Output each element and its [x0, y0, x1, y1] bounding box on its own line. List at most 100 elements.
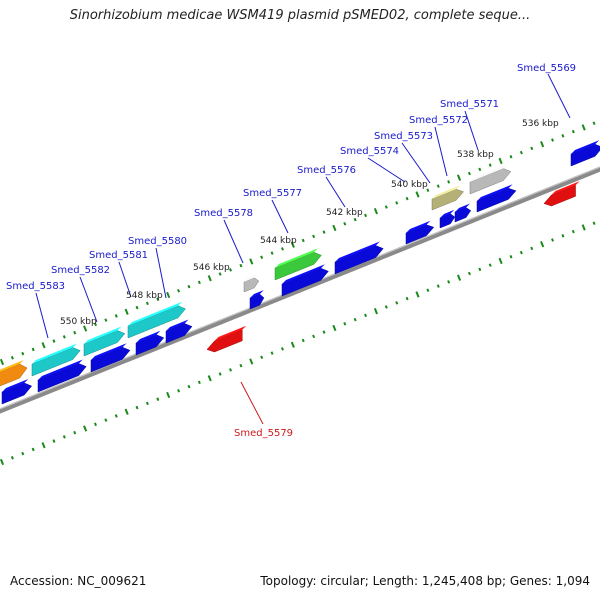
- inner-tick: [177, 389, 181, 393]
- inner-tick: [197, 380, 201, 385]
- outer-tick: [260, 255, 264, 260]
- outer-tick: [395, 201, 399, 205]
- reverse-gene-arrow-bevel: [551, 181, 580, 196]
- inner-tick: [519, 250, 523, 255]
- outer-tick: [239, 263, 243, 268]
- kbp-label-548: 548 kbp: [126, 291, 163, 301]
- outer-tick: [249, 258, 254, 265]
- gene-label-smed-5583[interactable]: Smed_5583: [6, 281, 65, 292]
- cyan-feature-arrow-bevel: [128, 301, 183, 326]
- outer-tick: [270, 251, 274, 255]
- outer-tick: [21, 351, 25, 356]
- outer-tick: [145, 301, 149, 306]
- gene-label-smed-5581[interactable]: Smed_5581: [89, 250, 148, 261]
- outer-tick: [197, 280, 201, 285]
- inner-tick: [540, 241, 545, 248]
- reverse-gene-arrow-bevel: [214, 325, 247, 342]
- inner-tick: [290, 341, 295, 348]
- gene-label-smed-5573[interactable]: Smed_5573: [374, 131, 433, 142]
- khaki-feature-arrow-bevel: [432, 185, 461, 199]
- reverse-gene-arrow-body: [206, 329, 243, 353]
- gene-label-smed-5572[interactable]: Smed_5572: [409, 115, 468, 126]
- outer-tick: [114, 314, 118, 318]
- outer-tick: [322, 230, 326, 234]
- inner-tick: [530, 246, 534, 251]
- inner-tick: [395, 301, 399, 305]
- inner-tick: [207, 375, 212, 382]
- gene-label-smed-5579[interactable]: Smed_5579: [234, 428, 293, 439]
- inner-tick: [405, 296, 409, 301]
- green-feature-arrow: [274, 248, 322, 281]
- feature-arrows: [0, 140, 600, 405]
- forward-label-leader: [367, 157, 406, 183]
- gene-label-smed-5580[interactable]: Smed_5580: [128, 236, 187, 247]
- gene-label-smed-5571[interactable]: Smed_5571: [440, 99, 499, 110]
- gene-label-smed-5582[interactable]: Smed_5582: [51, 265, 110, 276]
- kbp-label-542: 542 kbp: [326, 208, 363, 218]
- outer-tick: [353, 217, 357, 222]
- forward-gene-arrow-bevel: [455, 203, 471, 212]
- genome-backbone: [0, 166, 600, 414]
- kbp-label-538: 538 kbp: [457, 150, 494, 160]
- outer-tick: [332, 224, 337, 232]
- forward-label-leader: [118, 261, 132, 298]
- outer-tick: [104, 318, 108, 322]
- gene-label-smed-5578[interactable]: Smed_5578: [194, 208, 253, 219]
- inner-tick: [260, 355, 264, 360]
- label-leader-lines: [35, 73, 571, 425]
- forward-label-leader: [79, 276, 98, 323]
- forward-label-leader: [434, 126, 448, 177]
- inner-tick: [270, 351, 274, 355]
- forward-gene-arrow-body: [37, 363, 87, 393]
- reverse-gene-arrow: [206, 325, 247, 353]
- inner-tick: [498, 257, 503, 265]
- inner-tick: [373, 308, 378, 315]
- outer-tick: [592, 121, 596, 126]
- inner-tick: [166, 391, 171, 399]
- inner-tick: [322, 330, 326, 334]
- outer-tick: [540, 141, 545, 148]
- forward-gene-arrow-bevel: [38, 359, 83, 380]
- outer-tick: [290, 241, 295, 248]
- outer-tick: [207, 275, 212, 282]
- inner-tick: [114, 414, 118, 418]
- forward-label-leader: [155, 247, 167, 299]
- forward-gene-arrow-bevel: [91, 343, 127, 360]
- reverse-label-leader: [240, 381, 264, 425]
- outer-tick: [73, 330, 77, 335]
- outer-tick: [124, 308, 129, 315]
- gene-label-smed-5577[interactable]: Smed_5577: [243, 188, 302, 199]
- forward-label-leader: [223, 219, 244, 264]
- reverse-gene-arrow: [543, 181, 580, 207]
- inner-tick: [218, 372, 222, 376]
- gene-label-smed-5574[interactable]: Smed_5574: [340, 146, 399, 157]
- outer-tick: [156, 297, 160, 301]
- forward-gene-arrow-body: [165, 323, 193, 344]
- outer-tick: [498, 157, 503, 165]
- inner-tick: [426, 288, 430, 293]
- outer-tick: [135, 305, 139, 310]
- outer-tick: [229, 268, 233, 272]
- inner-tick: [249, 358, 254, 365]
- forward-gene-arrow: [249, 290, 265, 310]
- outer-tick: [509, 155, 513, 159]
- kbp-label-550: 550 kbp: [60, 317, 97, 327]
- gene-label-smed-5569[interactable]: Smed_5569: [517, 63, 576, 74]
- gene-label-smed-5576[interactable]: Smed_5576: [297, 165, 356, 176]
- forward-gene-arrow-bevel: [166, 319, 189, 331]
- forward-gene-arrow-body: [476, 188, 517, 213]
- inner-tick: [239, 363, 243, 368]
- inner-tick: [104, 418, 108, 422]
- outer-tick: [373, 208, 378, 215]
- outer-tick: [31, 347, 35, 352]
- inner-tick: [62, 435, 66, 439]
- forward-gene-arrow: [439, 209, 456, 229]
- reverse-gene-arrow-body: [543, 184, 576, 207]
- forward-gene-arrow-body: [334, 245, 384, 275]
- forward-gene-arrow-bevel: [136, 330, 161, 343]
- orange-feature-arrow: [0, 360, 28, 387]
- forward-gene-arrow-bevel: [2, 379, 29, 392]
- cyan-feature-arrow-bevel: [84, 326, 122, 344]
- cyan-feature-arrow-body: [31, 347, 81, 377]
